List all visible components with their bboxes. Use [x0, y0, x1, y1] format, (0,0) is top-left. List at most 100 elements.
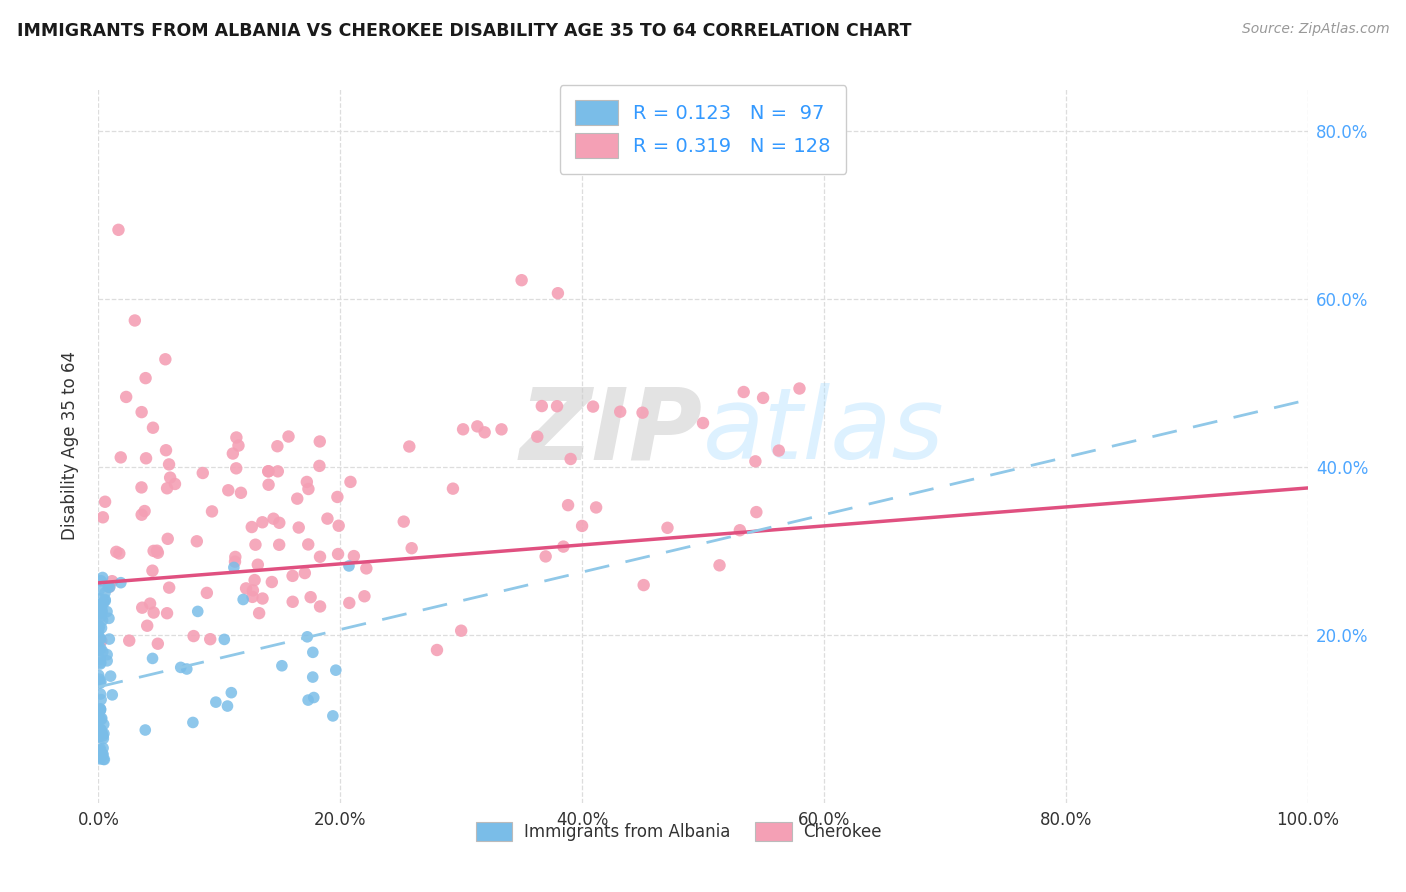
Point — [90, 634, 112, 648]
Point — [692, 416, 714, 430]
Point — [87, 621, 110, 635]
Point — [297, 693, 319, 707]
Point — [91, 729, 114, 743]
Point — [585, 500, 607, 515]
Point — [87, 723, 110, 737]
Point — [222, 560, 245, 574]
Point — [90, 711, 112, 725]
Point — [547, 286, 569, 301]
Point — [546, 399, 568, 413]
Point — [752, 391, 775, 405]
Point — [235, 582, 257, 596]
Point — [657, 521, 679, 535]
Point — [789, 382, 811, 396]
Point — [309, 549, 332, 564]
Point — [97, 580, 120, 594]
Point — [91, 747, 114, 762]
Point — [146, 546, 169, 560]
Point — [90, 604, 112, 618]
Point — [89, 619, 111, 633]
Point — [263, 511, 285, 525]
Point — [135, 371, 157, 385]
Point — [90, 713, 112, 727]
Point — [337, 558, 360, 573]
Point — [187, 604, 209, 618]
Point — [131, 480, 153, 494]
Point — [87, 643, 110, 657]
Point — [96, 648, 118, 662]
Point — [87, 709, 110, 723]
Point — [467, 419, 489, 434]
Point — [89, 657, 111, 671]
Point — [142, 421, 165, 435]
Point — [131, 405, 153, 419]
Point — [155, 352, 177, 367]
Point — [530, 399, 553, 413]
Point — [266, 439, 288, 453]
Point — [96, 605, 118, 619]
Point — [94, 594, 117, 608]
Point — [159, 470, 181, 484]
Point — [557, 498, 579, 512]
Point — [733, 384, 755, 399]
Point — [269, 516, 291, 530]
Point — [89, 687, 111, 701]
Point — [270, 658, 292, 673]
Point — [526, 430, 548, 444]
Point — [267, 464, 290, 478]
Point — [89, 631, 111, 645]
Point — [91, 752, 114, 766]
Point — [101, 574, 124, 589]
Point — [308, 434, 330, 449]
Point — [146, 543, 169, 558]
Point — [240, 520, 263, 534]
Point — [115, 390, 138, 404]
Point — [285, 491, 308, 506]
Point — [451, 422, 474, 436]
Point — [269, 538, 291, 552]
Point — [252, 591, 274, 606]
Point — [242, 583, 264, 598]
Point — [401, 541, 423, 556]
Point — [90, 641, 112, 656]
Point — [343, 549, 366, 563]
Point — [260, 574, 283, 589]
Point — [89, 641, 111, 656]
Point — [337, 596, 360, 610]
Point — [191, 466, 214, 480]
Point — [245, 538, 267, 552]
Point — [87, 749, 110, 764]
Point — [181, 715, 204, 730]
Point — [89, 598, 111, 612]
Point — [156, 606, 179, 620]
Point — [90, 674, 112, 689]
Point — [87, 625, 110, 640]
Point — [98, 580, 121, 594]
Point — [224, 549, 246, 564]
Point — [89, 652, 111, 666]
Point — [134, 504, 156, 518]
Point — [141, 564, 163, 578]
Point — [89, 702, 111, 716]
Legend: Immigrants from Albania, Cherokee: Immigrants from Albania, Cherokee — [468, 815, 889, 848]
Point — [93, 726, 115, 740]
Point — [633, 578, 655, 592]
Point — [131, 600, 153, 615]
Point — [510, 273, 533, 287]
Text: ZIP: ZIP — [520, 384, 703, 480]
Y-axis label: Disability Age 35 to 64: Disability Age 35 to 64 — [60, 351, 79, 541]
Point — [93, 595, 115, 609]
Point — [328, 518, 350, 533]
Text: IMMIGRANTS FROM ALBANIA VS CHEROKEE DISABILITY AGE 35 TO 64 CORRELATION CHART: IMMIGRANTS FROM ALBANIA VS CHEROKEE DISA… — [17, 22, 911, 40]
Point — [89, 607, 111, 621]
Point — [170, 660, 193, 674]
Point — [225, 461, 247, 475]
Point — [131, 508, 153, 522]
Point — [93, 752, 115, 766]
Point — [609, 405, 631, 419]
Point — [139, 597, 162, 611]
Point — [90, 703, 112, 717]
Point — [90, 600, 112, 615]
Point — [91, 726, 114, 740]
Point — [91, 747, 114, 762]
